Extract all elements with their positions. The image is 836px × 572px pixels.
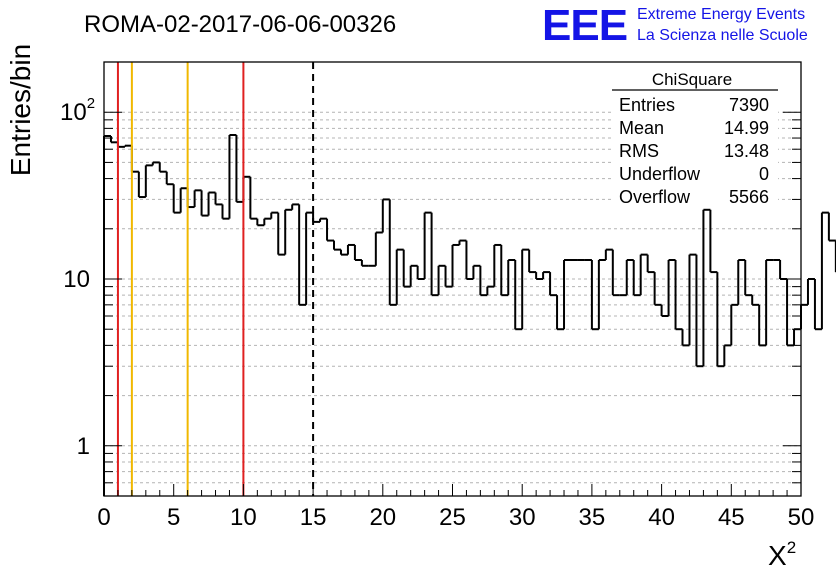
stats-row-value: 0: [759, 164, 769, 184]
stats-row-value: 5566: [729, 187, 769, 207]
y-axis-label: Entries/bin: [5, 44, 36, 176]
y-tick-label: 10: [63, 266, 90, 293]
x-tick-label: 5: [167, 504, 180, 531]
stats-row-label: Mean: [619, 118, 664, 138]
x-tick-label: 20: [369, 504, 396, 531]
eee-logo-line2: La Scienza nelle Scuole: [637, 27, 808, 44]
stats-row-label: Overflow: [619, 187, 691, 207]
eee-logo-mark: EEE: [542, 1, 627, 50]
stats-row-value: 13.48: [724, 141, 769, 161]
x-tick-label: 15: [300, 504, 327, 531]
y-tick-label-base: 10: [60, 99, 87, 126]
x-tick-label: 0: [97, 504, 110, 531]
y-tick-label-exponent: 2: [87, 95, 95, 112]
stats-row-value: 7390: [729, 95, 769, 115]
reference-lines: [116, 62, 315, 496]
y-tick-label: 102: [60, 95, 95, 126]
x-tick-label: 10: [230, 504, 257, 531]
x-tick-label: 25: [439, 504, 466, 531]
x-tick-label: 45: [718, 504, 745, 531]
x-tick-label: 30: [509, 504, 536, 531]
stats-box-rows: Entries 7390 Mean 14.99 RMS 13.48 Underflow 0 Ov…: [619, 95, 769, 207]
stats-box-background: [612, 74, 778, 206]
x-axis: 0 5 10 15 20 25 30 35 40 45 50: [97, 484, 814, 531]
stats-row-label: Entries: [619, 95, 675, 115]
stats-box-title: ChiSquare: [652, 70, 732, 89]
x-axis-label-base: X: [768, 540, 787, 571]
x-axis-label: X2: [768, 538, 796, 571]
eee-logo-line1: Extreme Energy Events: [637, 6, 805, 23]
x-tick-label: 40: [648, 504, 675, 531]
x-tick-label: 35: [579, 504, 606, 531]
stats-box: ChiSquare Entries 7390 Mean 14.99 RMS 13.48 Un…: [612, 70, 778, 207]
stats-row-label: RMS: [619, 141, 659, 161]
chart-title: ROMA-02-2017-06-06-00326: [84, 11, 396, 38]
stats-row-value: 14.99: [724, 118, 769, 138]
eee-logo: EEE Extreme Energy Events La Scienza nel…: [542, 1, 808, 50]
y-tick-label: 1: [77, 433, 90, 460]
x-axis-label-superscript: 2: [787, 538, 796, 557]
x-tick-label: 50: [788, 504, 815, 531]
grid: [104, 61, 801, 497]
stats-row-label: Underflow: [619, 164, 701, 184]
